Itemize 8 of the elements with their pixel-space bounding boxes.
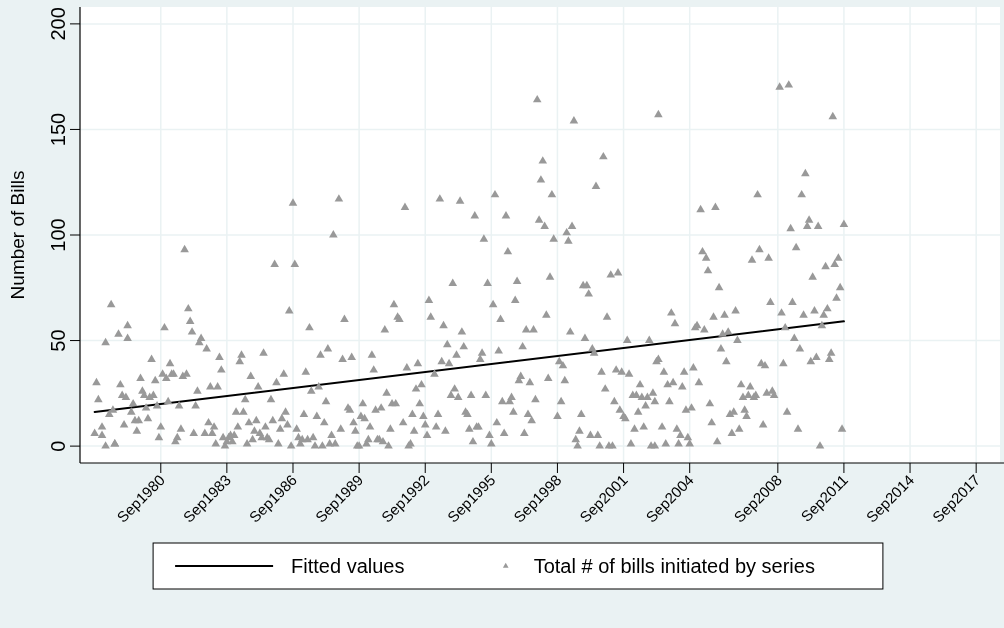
legend-label: Total # of bills initiated by series (533, 555, 815, 577)
y-tick-label: 50 (47, 329, 69, 352)
y-axis-title: Number of Bills (7, 170, 28, 300)
y-tick-label: 150 (47, 112, 69, 147)
legend-label: Fitted values (291, 555, 405, 577)
y-tick-label: 100 (47, 218, 69, 252)
y-tick-label: 0 (47, 440, 69, 452)
y-tick-label: 200 (47, 7, 69, 41)
